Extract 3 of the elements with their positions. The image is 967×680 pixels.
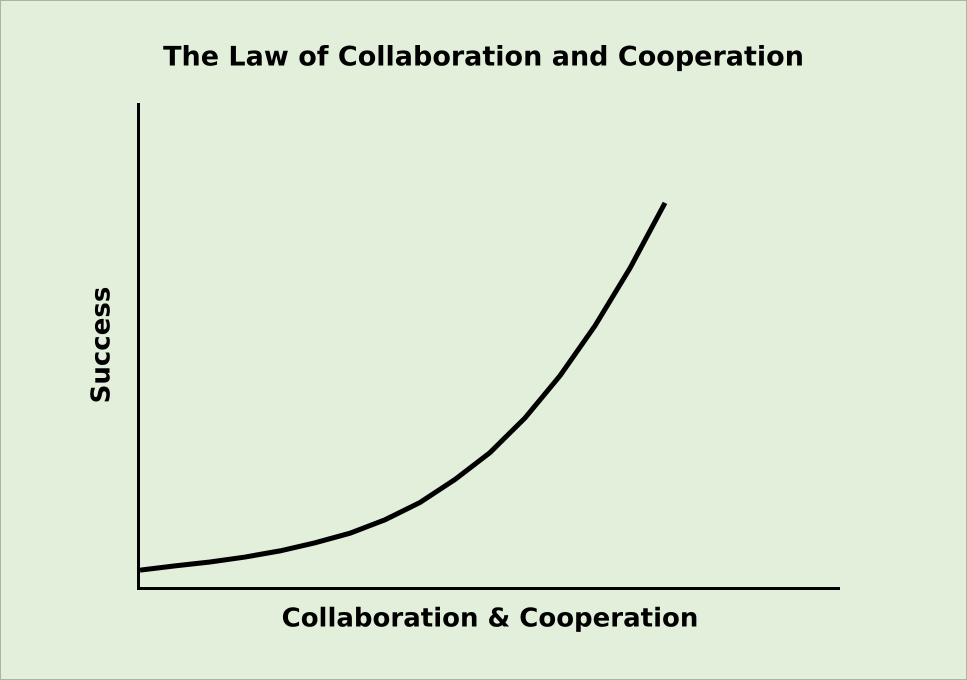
- chart-title: The Law of Collaboration and Cooperation: [163, 41, 804, 72]
- y-axis-title: Success: [86, 286, 116, 404]
- x-axis-title: Collaboration & Cooperation: [282, 604, 698, 634]
